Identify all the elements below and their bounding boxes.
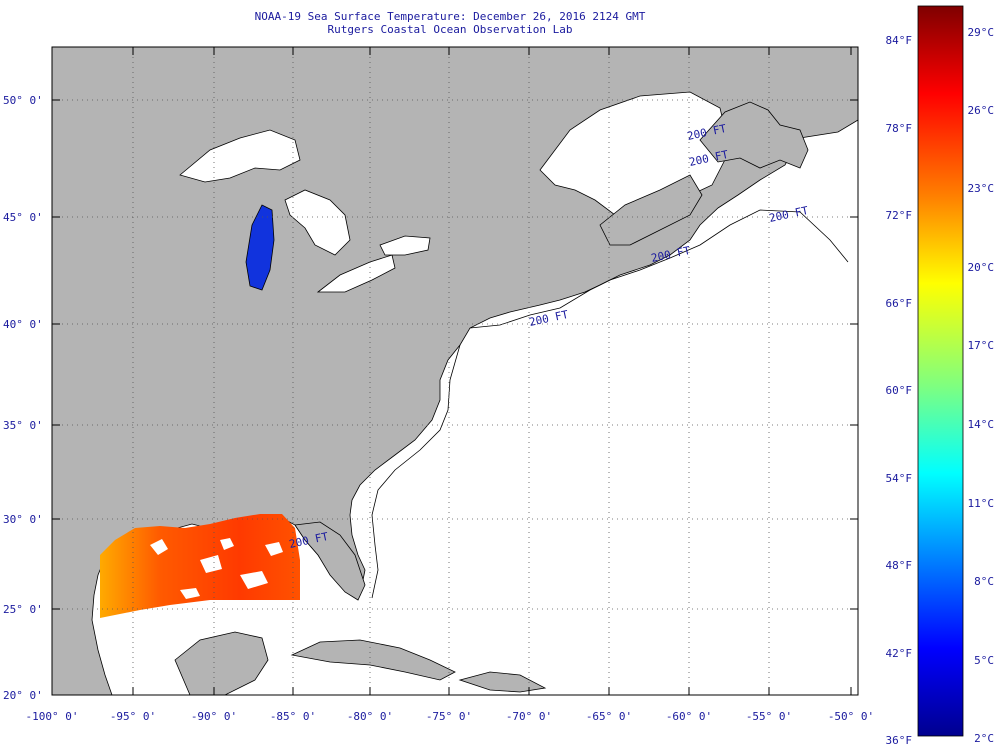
- colorbar-f-label: 60°F: [886, 384, 913, 397]
- lake-michigan: [245, 204, 275, 291]
- graticule: [51, 47, 858, 696]
- lon-label: -85° 0': [270, 710, 316, 723]
- map-title: NOAA-19 Sea Surface Temperature: Decembe…: [254, 10, 646, 23]
- lon-label: -95° 0': [110, 710, 156, 723]
- lat-label: 35° 0': [3, 419, 43, 432]
- colorbar: [917, 5, 964, 737]
- land-cuba: [290, 639, 456, 681]
- lat-label: 45° 0': [3, 211, 43, 224]
- land-newfoundland: [699, 101, 809, 169]
- lake-erie: [316, 254, 396, 293]
- lon-label: -50° 0': [828, 710, 874, 723]
- lat-label: 20° 0': [3, 689, 43, 702]
- colorbar-c-label: 5°C: [974, 654, 994, 667]
- colorbar-c-label: 23°C: [968, 182, 995, 195]
- colorbar-c-label: 8°C: [974, 575, 994, 588]
- longitude-labels: -100° 0' -95° 0' -90° 0' -85° 0' -80° 0' -75°…: [26, 710, 875, 723]
- colorbar-f-label: 78°F: [886, 122, 913, 135]
- map-frame: [51, 46, 859, 696]
- lon-label: -90° 0': [191, 710, 237, 723]
- colorbar-c-label: 29°C: [968, 26, 995, 39]
- map-subtitle: Rutgers Coastal Ocean Observation Lab: [327, 23, 573, 36]
- land-nova-scotia: [599, 174, 703, 246]
- lat-label: 40° 0': [3, 318, 43, 331]
- colorbar-celsius-labels: 29°C 26°C 23°C 20°C 17°C 14°C 11°C 8°C 5°C 2°C: [968, 26, 995, 745]
- colorbar-f-label: 72°F: [886, 209, 913, 222]
- colorbar-f-label: 66°F: [886, 297, 913, 310]
- lon-label: -55° 0': [746, 710, 792, 723]
- lat-label: 30° 0': [3, 513, 43, 526]
- lon-label: -65° 0': [586, 710, 632, 723]
- colorbar-c-label: 20°C: [968, 261, 995, 274]
- latitude-labels: 50° 0' 45° 0' 40° 0' 35° 0' 30° 0' 25° 0' 20° …: [3, 94, 43, 702]
- colorbar-c-label: 11°C: [968, 497, 995, 510]
- isobath-200ft: [469, 209, 849, 329]
- colorbar-f-label: 84°F: [886, 34, 913, 47]
- lake-ontario: [379, 235, 431, 256]
- colorbar-f-label: 42°F: [886, 647, 913, 660]
- lon-label: -80° 0': [347, 710, 393, 723]
- colorbar-c-label: 26°C: [968, 104, 995, 117]
- colorbar-f-label: 48°F: [886, 559, 913, 572]
- lon-label: -100° 0': [26, 710, 79, 723]
- lon-label: -60° 0': [666, 710, 712, 723]
- land-florida: [294, 521, 366, 601]
- lat-label: 25° 0': [3, 603, 43, 616]
- lake-huron: [284, 189, 351, 256]
- lake-superior: [179, 129, 301, 183]
- colorbar-c-label: 2°C: [974, 732, 994, 745]
- land-hispaniola: [458, 671, 547, 693]
- colorbar-c-label: 17°C: [968, 339, 995, 352]
- isobath-east-coast: [371, 344, 461, 599]
- gulf-sst-field: [100, 514, 300, 618]
- colorbar-f-label: 36°F: [886, 734, 913, 747]
- colorbar-c-label: 14°C: [968, 418, 995, 431]
- colorbar-fahrenheit-labels: 84°F 78°F 72°F 66°F 60°F 54°F 48°F 42°F 36°F: [886, 34, 913, 747]
- lon-label: -70° 0': [506, 710, 552, 723]
- lat-label: 50° 0': [3, 94, 43, 107]
- colorbar-f-label: 54°F: [886, 472, 913, 485]
- lon-label: -75° 0': [426, 710, 472, 723]
- cloud-gaps: [150, 538, 283, 599]
